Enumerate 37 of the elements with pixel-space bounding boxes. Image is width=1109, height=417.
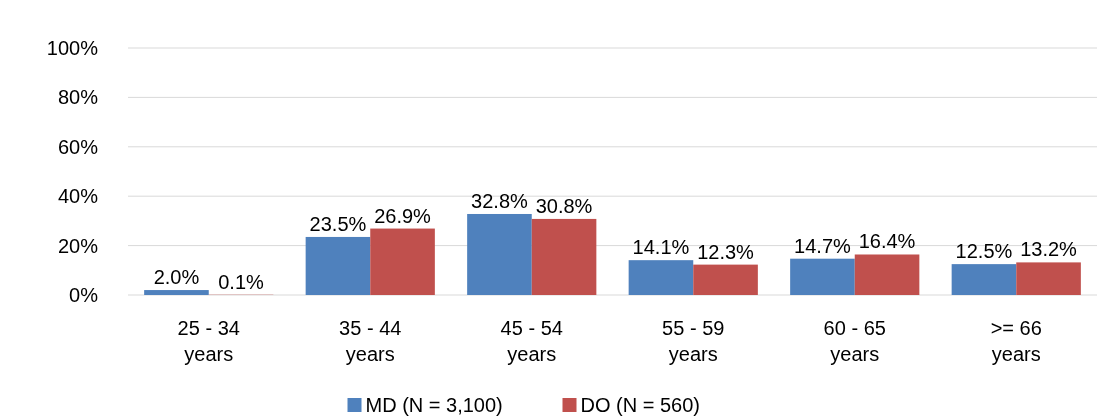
bar — [467, 213, 532, 295]
data-label: 14.7% — [794, 234, 852, 257]
x-tick-label: 25 - 34 years — [177, 317, 240, 365]
y-tick-label: 0% — [69, 284, 99, 306]
bar — [951, 264, 1017, 295]
data-label: 30.8% — [535, 194, 593, 217]
bar — [790, 258, 855, 295]
bar — [1016, 262, 1081, 295]
x-tick-label: >= 66 years — [990, 317, 1042, 365]
bar — [693, 264, 758, 295]
data-label: 13.2% — [1020, 238, 1078, 261]
data-label: 32.8% — [471, 189, 529, 212]
bar — [531, 218, 597, 295]
bar — [370, 228, 435, 295]
x-tick-label: 45 - 54 years — [500, 317, 563, 365]
x-tick-label: 55 - 59 years — [662, 317, 725, 365]
y-tick-label: 20% — [57, 234, 99, 257]
x-tick-label: 35 - 44 years — [339, 317, 402, 365]
data-label: 26.9% — [374, 204, 432, 227]
y-tick-label: 60% — [57, 135, 99, 158]
data-label: 12.5% — [955, 240, 1013, 263]
y-tick-label: 40% — [57, 185, 99, 208]
data-label: 23.5% — [309, 212, 367, 235]
data-label: 14.1% — [632, 236, 690, 259]
bar — [854, 254, 920, 295]
data-label: 16.4% — [858, 230, 916, 253]
y-tick-label: 100% — [46, 37, 99, 59]
bar — [144, 290, 209, 295]
data-label: 0.1% — [218, 270, 265, 293]
legend-label: MD (N = 3,100) — [365, 394, 503, 416]
legend-label: DO (N = 560) — [580, 394, 700, 416]
y-tick-label: 80% — [57, 86, 99, 109]
x-tick-label: 60 - 65 years — [823, 317, 886, 365]
data-label: 2.0% — [153, 266, 200, 289]
bar — [628, 260, 694, 295]
bar — [305, 236, 371, 295]
data-label: 12.3% — [697, 240, 755, 263]
